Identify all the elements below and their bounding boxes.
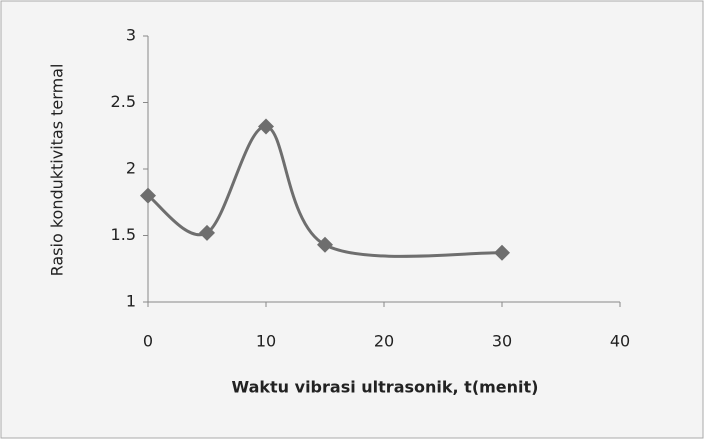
y-tick-label: 3 xyxy=(126,26,136,45)
x-tick-label: 30 xyxy=(492,332,512,351)
y-axis-label: Rasio konduktivitas termal xyxy=(48,64,67,277)
y-tick-label: 1 xyxy=(126,292,136,311)
point-marker xyxy=(258,118,274,135)
y-tick-label: 1.5 xyxy=(111,225,136,244)
x-axis-label: Waktu vibrasi ultrasonik, t(menit) xyxy=(232,378,539,397)
y-tick-label: 2 xyxy=(126,159,136,178)
point-marker xyxy=(494,244,510,261)
x-tick-label: 20 xyxy=(374,332,394,351)
point-marker xyxy=(317,236,333,253)
point-marker xyxy=(199,224,215,241)
series-line xyxy=(147,124,503,258)
x-tick-label: 40 xyxy=(610,332,630,351)
y-tick-label: 2.5 xyxy=(111,92,136,111)
x-tick-label: 0 xyxy=(143,332,153,351)
point-marker xyxy=(140,187,156,204)
x-tick-label: 10 xyxy=(256,332,276,351)
